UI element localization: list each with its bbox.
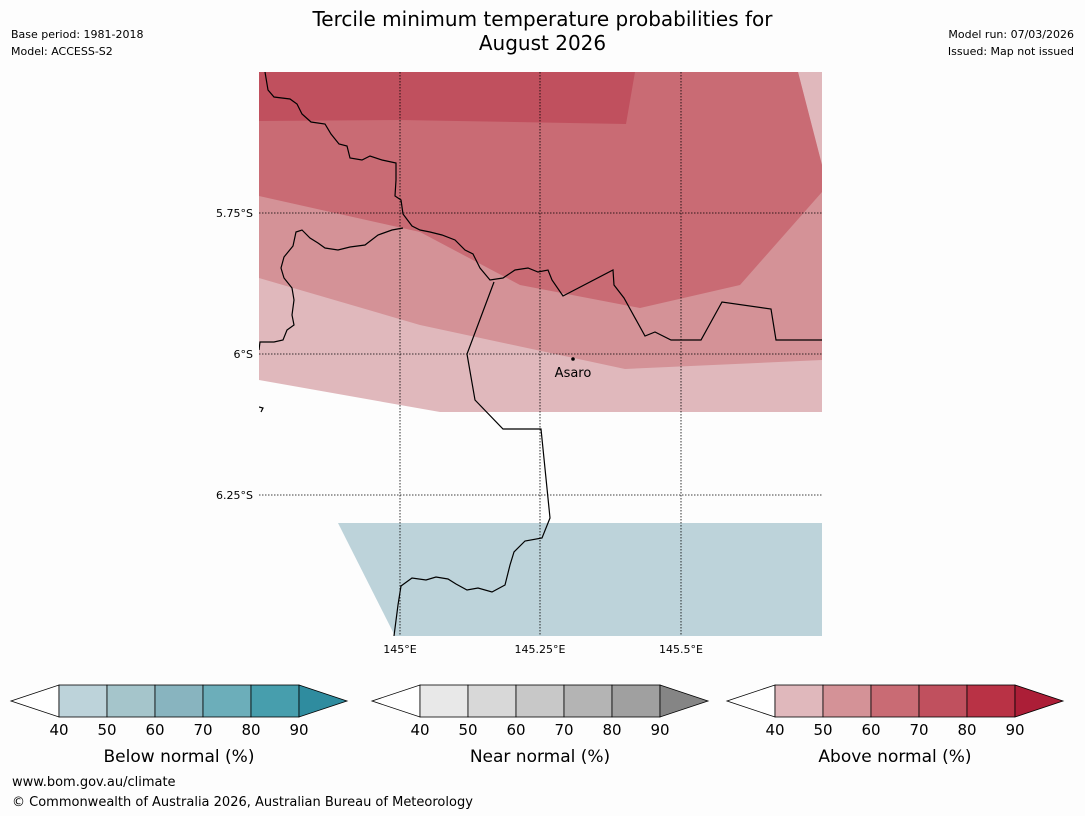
legend-above-left-arrow [725,684,776,718]
legend-above-label: Above normal (%) [818,747,971,767]
legend-above-cell-50 [822,684,872,718]
lon-label-14525: 145.25°E [515,643,566,656]
legend-near-tick-90: 90 [650,721,669,739]
legend-below-label: Below normal (%) [104,747,255,767]
legend-above-cell-60 [870,684,920,718]
legend-near-tick-80: 80 [602,721,621,739]
lat-label-575: 5.75°S [216,207,253,220]
legend-below-cell-80 [250,684,300,718]
lon-label-14500: 145°E [383,643,416,656]
title-line-1: Tercile minimum temperature probabilitie… [312,7,773,31]
map-area: Asaro [259,72,822,636]
coastline-west [259,227,404,351]
map-title: Tercile minimum temperature probabilitie… [0,7,1085,55]
legend-below-tick-40: 40 [49,721,68,739]
legend-above-tick-40: 40 [765,721,784,739]
legend-near-cell-70 [563,684,613,718]
model-run: Model run: 07/03/2026 [948,28,1074,41]
legend-near-left-arrow [370,684,421,718]
legend-near-cell-40 [419,684,469,718]
legend-near-tick-40: 40 [410,721,429,739]
legend-below-cell-50 [106,684,156,718]
legend-below-tick-50: 50 [97,721,116,739]
legend-below-tick-90: 90 [289,721,308,739]
legend-below-cell-60 [154,684,204,718]
base-period: Base period: 1981-2018 [11,28,144,41]
legend-below-tick-60: 60 [145,721,164,739]
legend-above-tick-80: 80 [957,721,976,739]
meta-right: Model run: 07/03/2026 Issued: Map not is… [948,26,1074,60]
legend-near-right-arrow [659,684,710,718]
legend-near-cell-80 [611,684,661,718]
coastline-north [264,72,822,341]
legend-below-cell-70 [202,684,252,718]
legend-near-cell-60 [515,684,565,718]
place-label-asaro: Asaro [555,366,592,381]
legend-near-tick-70: 70 [554,721,573,739]
model-name: Model: ACCESS-S2 [11,45,113,58]
legend-below-left-arrow [9,684,60,718]
legend-above-tick-50: 50 [813,721,832,739]
province-border [393,281,551,636]
legend-above-tick-60: 60 [861,721,880,739]
legend-above-tick-90: 90 [1005,721,1024,739]
legend-near-tick-50: 50 [458,721,477,739]
legend-near-label: Near normal (%) [470,747,610,767]
legend-below-cell-40 [58,684,108,718]
lat-label-600: 6°S [234,348,253,361]
legend-above-right-arrow [1014,684,1065,718]
legend-above-normal: 40 50 60 70 80 90 Above normal (%) [725,684,1065,767]
legend-above-cell-70 [918,684,968,718]
above-normal-70-band [259,72,635,124]
meta-left: Base period: 1981-2018 Model: ACCESS-S2 [11,26,143,60]
legend-above-tick-70: 70 [909,721,928,739]
legend-near-normal: 40 50 60 70 80 90 Near normal (%) [370,684,710,767]
footer-url[interactable]: www.bom.gov.au/climate [12,775,176,790]
footer-copyright: © Commonwealth of Australia 2026, Austra… [12,795,473,810]
gridlines [259,72,822,636]
legend-below-right-arrow [298,684,349,718]
legend-near-cell-50 [467,684,517,718]
legend-below-tick-80: 80 [241,721,260,739]
legend-below-normal: 40 50 60 70 80 90 Below normal (%) [9,684,349,767]
issued-status: Issued: Map not issued [947,45,1074,58]
legend-above-cell-80 [966,684,1016,718]
below-normal-40-band [338,523,822,636]
legend-above-cell-40 [774,684,824,718]
legend-below-tick-70: 70 [193,721,212,739]
place-marker [571,357,575,361]
lon-label-14550: 145.5°E [659,643,703,656]
coast-fragment [259,406,264,413]
lat-label-625: 6.25°S [216,489,253,502]
legend-near-tick-60: 60 [506,721,525,739]
title-line-2: August 2026 [478,31,607,55]
